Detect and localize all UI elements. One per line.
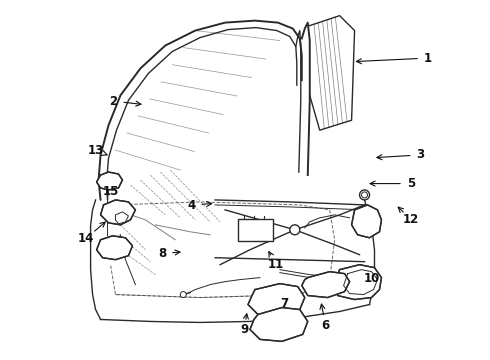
Text: 11: 11 [268,258,284,271]
Circle shape [180,292,186,298]
Text: 5: 5 [407,177,415,190]
Text: 12: 12 [403,213,419,226]
Polygon shape [116,212,128,224]
Circle shape [362,192,368,198]
Polygon shape [335,265,382,300]
Polygon shape [250,307,308,341]
Polygon shape [302,272,349,298]
Bar [238,219,273,241]
Polygon shape [97,236,132,260]
Polygon shape [248,284,305,318]
Text: 6: 6 [321,319,330,332]
Text: 10: 10 [364,272,380,285]
Polygon shape [100,200,135,225]
Text: 9: 9 [240,323,248,336]
Text: 13: 13 [88,144,104,157]
Text: 4: 4 [187,199,196,212]
Text: 15: 15 [102,185,119,198]
Polygon shape [352,205,382,238]
Circle shape [290,225,300,235]
Text: 1: 1 [424,51,432,64]
Text: 8: 8 [158,247,166,260]
Polygon shape [97,172,122,190]
Text: 14: 14 [78,231,95,244]
Circle shape [360,190,369,200]
Text: 7: 7 [280,297,288,310]
Text: 3: 3 [416,148,425,161]
Text: 2: 2 [109,95,117,108]
